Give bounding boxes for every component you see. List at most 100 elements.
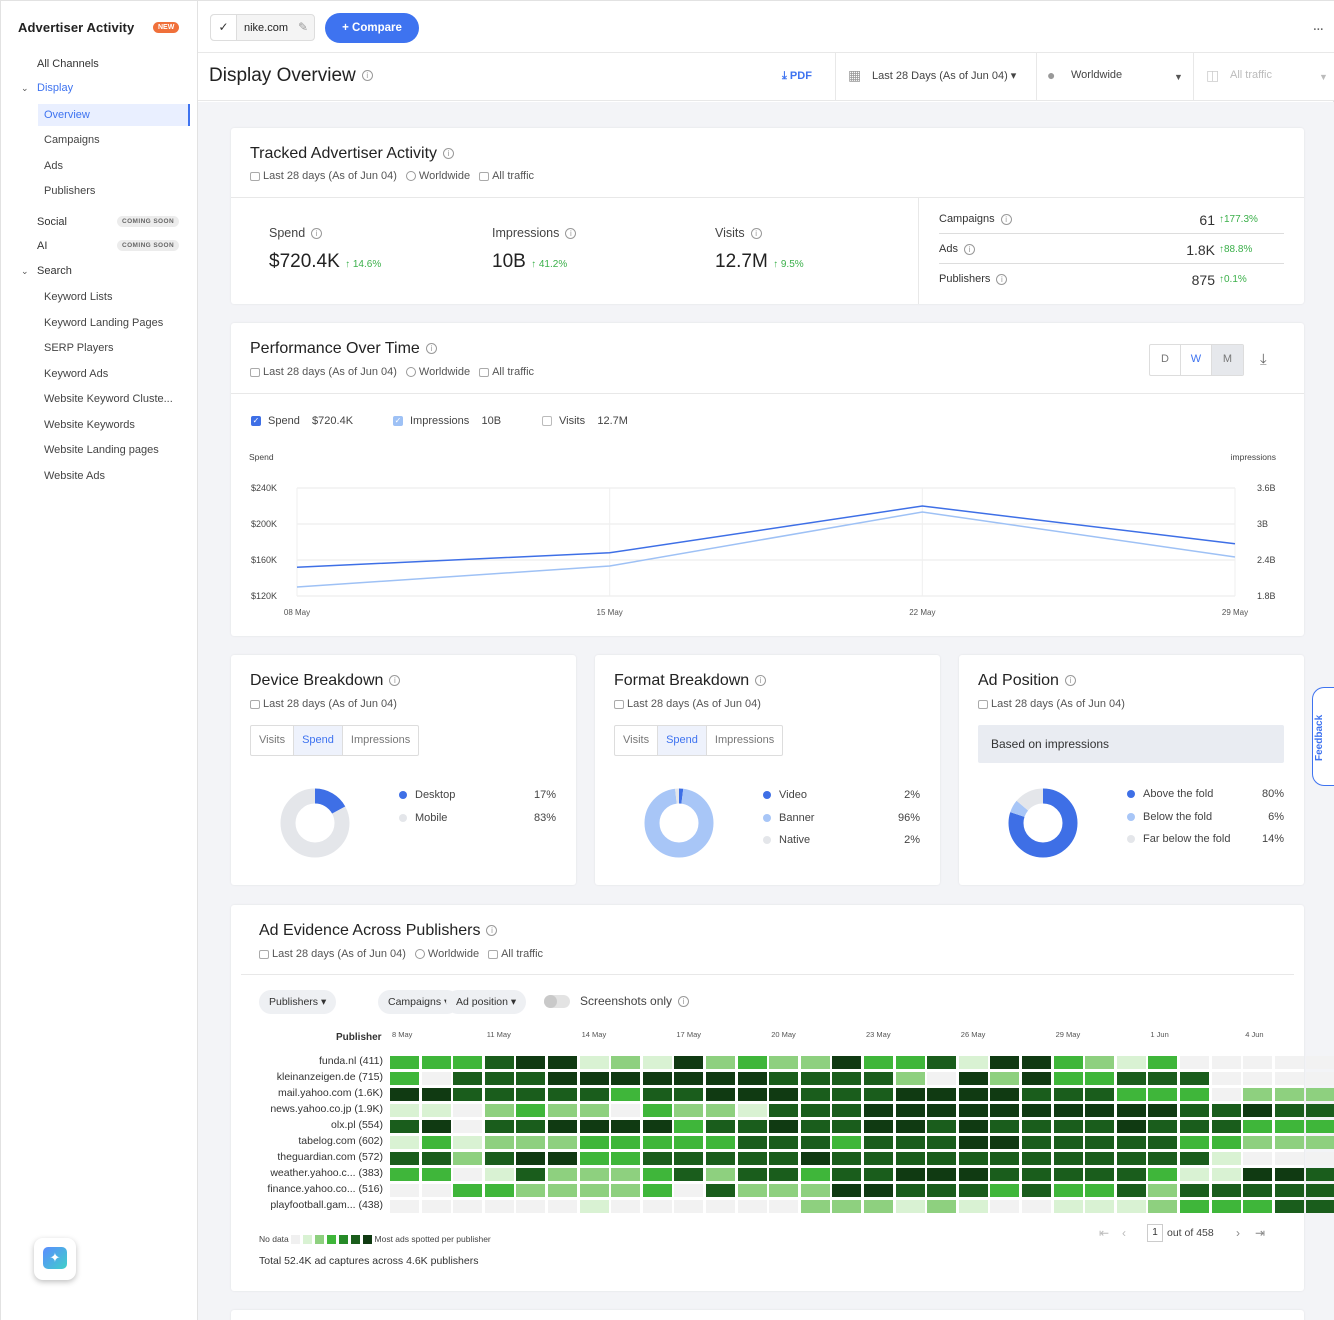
heatmap-cell[interactable]	[990, 1168, 1020, 1181]
heatmap-cell[interactable]	[769, 1152, 799, 1165]
heatmap-cell[interactable]	[1306, 1184, 1334, 1197]
heatmap-cell[interactable]	[579, 1056, 609, 1069]
checkbox-checked-icon[interactable]: ✓	[251, 416, 261, 427]
heatmap-cell[interactable]	[706, 1184, 735, 1197]
heatmap-cell[interactable]	[1116, 1088, 1146, 1101]
sidebar-item-social[interactable]: Social	[37, 216, 67, 228]
heatmap-cell[interactable]	[674, 1184, 704, 1197]
granularity-day[interactable]: D	[1150, 345, 1181, 375]
heatmap-cell[interactable]	[1148, 1072, 1178, 1085]
heatmap-cell[interactable]	[579, 1136, 609, 1149]
heatmap-cell[interactable]	[895, 1168, 925, 1181]
heatmap-cell[interactable]	[453, 1056, 483, 1069]
heatmap-cell[interactable]	[895, 1056, 925, 1069]
heatmap-cell[interactable]	[674, 1088, 704, 1101]
heatmap-cell[interactable]	[1116, 1072, 1146, 1085]
heatmap-cell[interactable]	[548, 1152, 577, 1165]
heatmap-cell[interactable]	[548, 1104, 577, 1117]
heatmap-cell[interactable]	[1180, 1200, 1209, 1213]
download-icon[interactable]: ⤓	[1260, 351, 1267, 368]
caret-down-icon[interactable]: ▼	[1319, 72, 1328, 82]
heatmap-cell[interactable]	[1211, 1120, 1241, 1133]
heatmap-cell[interactable]	[1306, 1168, 1334, 1181]
heatmap-cell[interactable]	[990, 1072, 1020, 1085]
edit-icon[interactable]: ✎	[297, 20, 308, 34]
sidebar-item-publishers[interactable]: Publishers	[44, 185, 96, 197]
heatmap-cell[interactable]	[453, 1104, 483, 1117]
heatmap-cell[interactable]	[516, 1104, 546, 1117]
heatmap-cell[interactable]	[390, 1120, 419, 1133]
heatmap-cell[interactable]	[895, 1136, 925, 1149]
info-icon[interactable]: i	[565, 228, 577, 240]
heatmap-cell[interactable]	[1053, 1152, 1083, 1165]
publisher-name[interactable]: olx.pl (554)	[331, 1119, 383, 1131]
heatmap-cell[interactable]	[990, 1152, 1020, 1165]
info-icon[interactable]: i	[996, 273, 1008, 285]
heatmap-cell[interactable]	[642, 1104, 672, 1117]
heatmap-cell[interactable]	[895, 1184, 925, 1197]
screenshots-toggle[interactable]	[544, 995, 570, 1008]
heatmap-cell[interactable]	[1053, 1104, 1083, 1117]
heatmap-cell[interactable]	[642, 1056, 672, 1069]
chevron-down-icon[interactable]: ⌄	[21, 266, 29, 276]
info-icon[interactable]: i	[755, 675, 767, 687]
heatmap-cell[interactable]	[453, 1168, 483, 1181]
heatmap-cell[interactable]	[769, 1136, 799, 1149]
heatmap-cell[interactable]	[421, 1104, 451, 1117]
heatmap-cell[interactable]	[611, 1088, 641, 1101]
info-icon[interactable]: i	[425, 343, 437, 355]
sidebar-item-search[interactable]: Search	[37, 265, 72, 277]
heatmap-cell[interactable]	[1211, 1072, 1241, 1085]
tab-spend[interactable]: Spend	[658, 726, 707, 755]
heatmap-cell[interactable]	[737, 1056, 767, 1069]
heatmap-cell[interactable]	[927, 1104, 957, 1117]
heatmap-cell[interactable]	[864, 1184, 893, 1197]
heatmap-cell[interactable]	[1243, 1056, 1273, 1069]
heatmap-cell[interactable]	[1148, 1184, 1178, 1197]
page-input[interactable]: 1	[1147, 1224, 1163, 1242]
publisher-name[interactable]: playfootball.gam... (438)	[270, 1199, 383, 1211]
sidebar-item-overview[interactable]: Overview	[44, 109, 90, 121]
heatmap-cell[interactable]	[832, 1168, 862, 1181]
sidebar-item-keyword-landing-pages[interactable]: Keyword Landing Pages	[44, 317, 164, 329]
heatmap-cell[interactable]	[1274, 1088, 1304, 1101]
heatmap-cell[interactable]	[1053, 1120, 1083, 1133]
heatmap-cell[interactable]	[1274, 1136, 1304, 1149]
heatmap-cell[interactable]	[548, 1184, 577, 1197]
heatmap-cell[interactable]	[832, 1184, 862, 1197]
heatmap-cell[interactable]	[1053, 1168, 1083, 1181]
heatmap-cell[interactable]	[864, 1072, 893, 1085]
heatmap-cell[interactable]	[990, 1184, 1020, 1197]
publisher-name[interactable]: weather.yahoo.c... (383)	[270, 1167, 383, 1179]
pdf-button[interactable]: ⤓ PDF	[782, 70, 812, 83]
heatmap-cell[interactable]	[1211, 1168, 1241, 1181]
heatmap-cell[interactable]	[611, 1120, 641, 1133]
heatmap-cell[interactable]	[832, 1072, 862, 1085]
heatmap-cell[interactable]	[516, 1168, 546, 1181]
heatmap-cell[interactable]	[990, 1200, 1020, 1213]
heatmap-cell[interactable]	[611, 1104, 641, 1117]
heatmap-cell[interactable]	[864, 1104, 893, 1117]
heatmap-cell[interactable]	[642, 1168, 672, 1181]
heatmap-cell[interactable]	[706, 1056, 735, 1069]
sidebar-item-website-keywords[interactable]: Website Keywords	[44, 419, 135, 431]
heatmap-cell[interactable]	[453, 1072, 483, 1085]
info-icon[interactable]: i	[361, 70, 373, 82]
heatmap-cell[interactable]	[1180, 1104, 1209, 1117]
heatmap-cell[interactable]	[390, 1088, 419, 1101]
heatmap-cell[interactable]	[800, 1152, 830, 1165]
ad-position-filter[interactable]: Ad position ▾	[446, 990, 527, 1014]
heatmap-cell[interactable]	[1306, 1120, 1334, 1133]
heatmap-cell[interactable]	[548, 1072, 577, 1085]
tab-impressions[interactable]: Impressions	[714, 734, 775, 746]
heatmap-cell[interactable]	[1148, 1168, 1178, 1181]
heatmap-cell[interactable]	[1243, 1152, 1273, 1165]
sidebar-item-serp-players[interactable]: SERP Players	[44, 342, 114, 354]
publisher-name[interactable]: tabelog.com (602)	[298, 1135, 383, 1147]
heatmap-cell[interactable]	[516, 1088, 546, 1101]
heatmap-cell[interactable]	[769, 1120, 799, 1133]
heatmap-cell[interactable]	[706, 1120, 735, 1133]
tab-impressions[interactable]: Impressions	[350, 734, 411, 746]
heatmap-cell[interactable]	[737, 1136, 767, 1149]
heatmap-cell[interactable]	[1180, 1072, 1209, 1085]
